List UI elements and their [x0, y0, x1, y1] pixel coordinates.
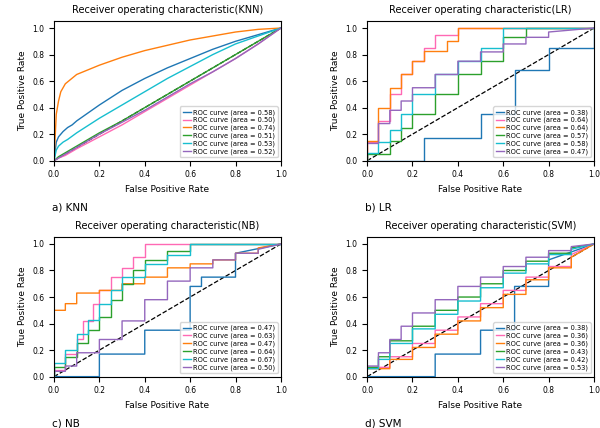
X-axis label: False Positive Rate: False Positive Rate	[125, 401, 209, 410]
Text: d) SVM: d) SVM	[365, 419, 401, 428]
X-axis label: False Positive Rate: False Positive Rate	[439, 401, 523, 410]
Y-axis label: True Positive Rate: True Positive Rate	[331, 51, 340, 131]
Title: Receiver operating characteristic(NB): Receiver operating characteristic(NB)	[76, 221, 260, 231]
X-axis label: False Positive Rate: False Positive Rate	[125, 185, 209, 194]
Title: Receiver operating characteristic(LR): Receiver operating characteristic(LR)	[389, 5, 572, 15]
Legend: ROC curve (area = 0.58), ROC curve (area = 0.50), ROC curve (area = 0.74), ROC c: ROC curve (area = 0.58), ROC curve (area…	[180, 107, 278, 158]
X-axis label: False Positive Rate: False Positive Rate	[439, 185, 523, 194]
Title: Receiver operating characteristic(SVM): Receiver operating characteristic(SVM)	[385, 221, 576, 231]
Y-axis label: True Positive Rate: True Positive Rate	[331, 267, 340, 347]
Text: c) NB: c) NB	[52, 419, 80, 428]
Legend: ROC curve (area = 0.38), ROC curve (area = 0.36), ROC curve (area = 0.36), ROC c: ROC curve (area = 0.38), ROC curve (area…	[493, 322, 590, 373]
Title: Receiver operating characteristic(KNN): Receiver operating characteristic(KNN)	[72, 5, 263, 15]
Text: a) KNN: a) KNN	[52, 202, 88, 213]
Legend: ROC curve (area = 0.38), ROC curve (area = 0.64), ROC curve (area = 0.64), ROC c: ROC curve (area = 0.38), ROC curve (area…	[493, 107, 590, 158]
Legend: ROC curve (area = 0.47), ROC curve (area = 0.63), ROC curve (area = 0.47), ROC c: ROC curve (area = 0.47), ROC curve (area…	[180, 322, 278, 373]
Y-axis label: True Positive Rate: True Positive Rate	[17, 51, 26, 131]
Y-axis label: True Positive Rate: True Positive Rate	[17, 267, 26, 347]
Text: b) LR: b) LR	[365, 202, 392, 213]
